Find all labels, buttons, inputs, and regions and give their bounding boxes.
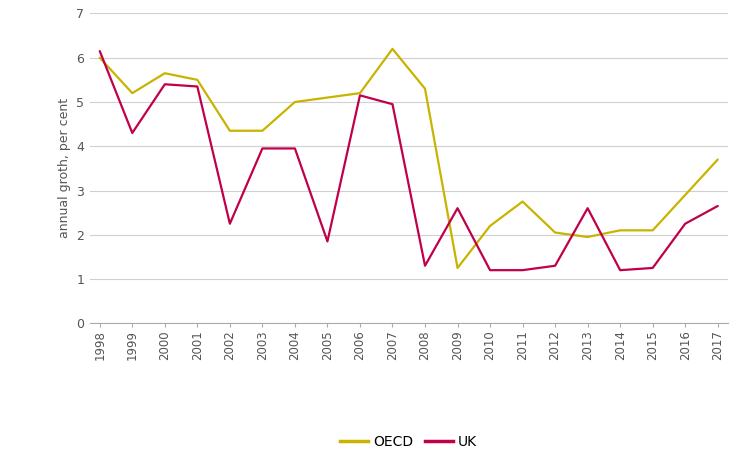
OECD — [421, 86, 430, 92]
UK — [95, 48, 104, 54]
UK — [225, 221, 234, 226]
Line: UK: UK — [100, 51, 718, 270]
UK — [713, 203, 722, 209]
UK — [485, 268, 494, 273]
Y-axis label: annual groth, per cent: annual groth, per cent — [58, 98, 71, 238]
UK — [193, 84, 202, 89]
OECD — [584, 234, 592, 240]
UK — [388, 101, 397, 107]
OECD — [193, 77, 202, 83]
OECD — [616, 228, 625, 233]
UK — [160, 82, 170, 87]
OECD — [485, 223, 494, 229]
OECD — [453, 265, 462, 271]
OECD — [648, 228, 657, 233]
OECD — [518, 199, 527, 204]
Legend: OECD, UK: OECD, UK — [334, 429, 483, 449]
UK — [453, 206, 462, 211]
UK — [356, 92, 364, 98]
OECD — [388, 46, 397, 52]
UK — [648, 265, 657, 271]
UK — [258, 146, 267, 151]
UK — [518, 268, 527, 273]
OECD — [681, 192, 690, 198]
OECD — [225, 128, 234, 133]
UK — [616, 268, 625, 273]
OECD — [550, 230, 560, 235]
OECD — [323, 95, 332, 100]
Line: OECD: OECD — [100, 49, 718, 268]
UK — [584, 206, 592, 211]
OECD — [356, 90, 364, 96]
OECD — [128, 90, 136, 96]
UK — [290, 146, 299, 151]
UK — [421, 263, 430, 269]
OECD — [290, 99, 299, 105]
UK — [681, 221, 690, 226]
OECD — [95, 55, 104, 61]
UK — [550, 263, 560, 269]
OECD — [713, 157, 722, 162]
UK — [323, 239, 332, 244]
OECD — [258, 128, 267, 133]
OECD — [160, 70, 170, 76]
UK — [128, 130, 136, 136]
